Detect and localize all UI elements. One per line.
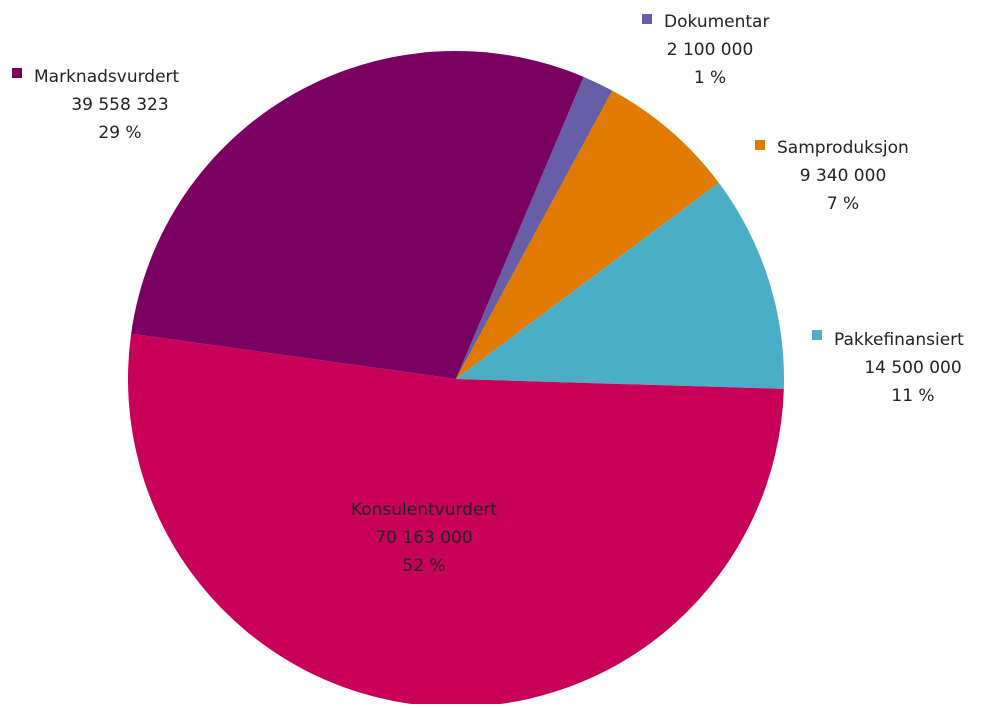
share-label: 1 % [694,68,726,88]
legend-swatch [755,140,765,150]
share-label: 11 % [891,386,934,406]
slice-name: Pakkefinansiert [834,330,964,350]
pie-slice [456,182,784,389]
legend-swatch [642,14,652,24]
slice-name: Konsulentvurdert [351,500,497,520]
share-label: 7 % [827,194,859,214]
pie-slice [456,90,719,379]
share-label: 29 % [98,123,141,143]
share-label: 52 % [402,556,445,576]
legend-swatch [12,68,22,78]
legend-swatch [812,330,822,340]
value-label: 14 500 000 [864,358,961,378]
value-label: 9 340 000 [800,166,887,186]
pie-slice [131,51,584,379]
slice-name: Marknadsvurdert [34,67,180,87]
slice-name: Samproduksjon [777,138,909,158]
value-label: 70 163 000 [375,528,472,548]
value-label: 2 100 000 [667,40,754,60]
pie-slice [456,76,613,379]
slice-name: Dokumentar [664,12,769,32]
pie-slice [127,333,784,708]
value-label: 39 558 323 [71,95,168,115]
